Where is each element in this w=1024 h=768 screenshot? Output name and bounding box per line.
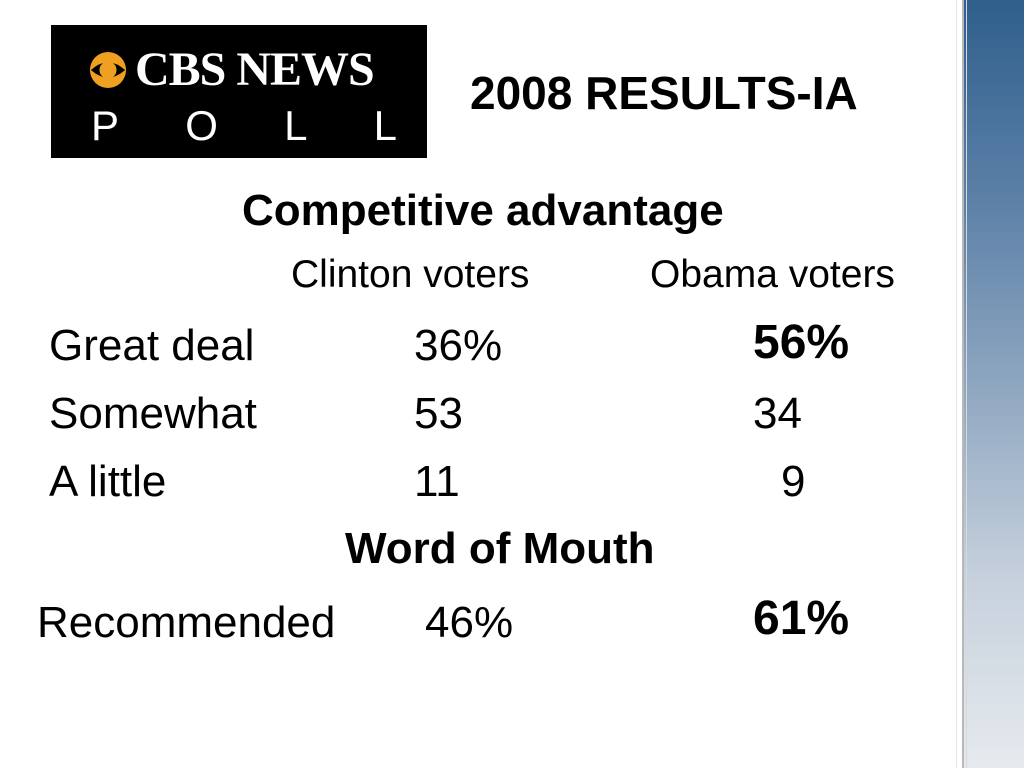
cell-obama-somewhat: 34 (753, 389, 802, 438)
row-label-recommended: Recommended (37, 598, 336, 647)
logo-brand-text: CBS NEWS (135, 43, 375, 96)
logo-poll-letter: O (185, 102, 218, 149)
column-header-obama: Obama voters (650, 253, 895, 296)
row-label-great-deal: Great deal (49, 321, 255, 370)
cell-clinton-recommended: 46% (425, 598, 514, 647)
side-gradient-band (962, 0, 1024, 768)
logo-poll-letter: P (91, 102, 120, 149)
side-divider-line (956, 0, 957, 768)
slide-title: 2008 RESULTS-IA (470, 67, 858, 119)
row-label-somewhat: Somewhat (49, 389, 257, 438)
cbs-eye-icon (89, 51, 127, 89)
logo-poll-letter: L (284, 102, 308, 149)
cell-obama-recommended: 61% (753, 592, 850, 645)
cell-clinton-somewhat: 53 (414, 389, 463, 438)
section-heading-word-of-mouth: Word of Mouth (345, 524, 655, 573)
row-label-a-little: A little (49, 457, 167, 506)
cell-clinton-great-deal: 36% (414, 321, 503, 370)
logo-poll-text: P O L L (91, 101, 397, 151)
cell-clinton-a-little: 11 (414, 457, 460, 506)
side-divider-line (966, 0, 967, 768)
side-divider-line (962, 0, 964, 768)
cell-obama-a-little: 9 (781, 457, 806, 506)
cbs-news-poll-logo: CBS NEWS P O L L (51, 25, 427, 158)
cell-obama-great-deal: 56% (753, 316, 850, 369)
logo-poll-letter: L (373, 102, 397, 149)
column-header-clinton: Clinton voters (291, 253, 530, 296)
section-heading-competitive-advantage: Competitive advantage (242, 186, 724, 235)
